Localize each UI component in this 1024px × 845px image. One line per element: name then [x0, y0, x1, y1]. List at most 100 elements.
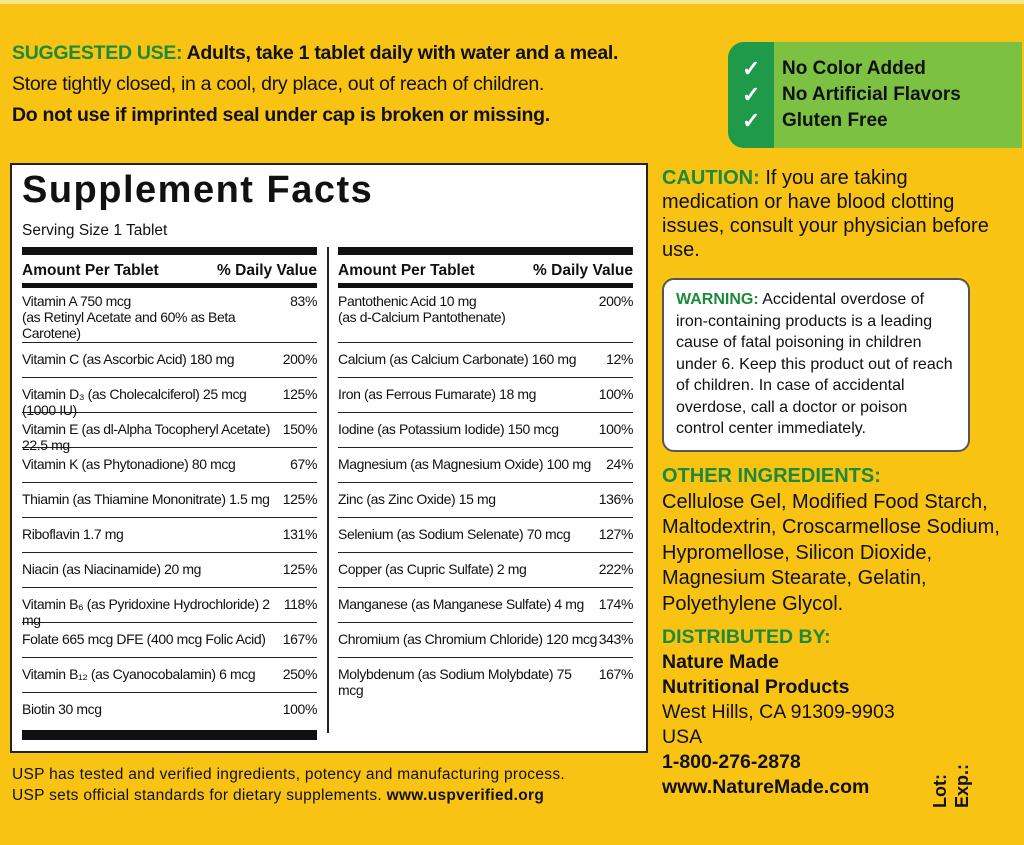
nutrient-name: Biotin 30 mcg: [22, 701, 102, 717]
nutrient-row: Iodine (as Potassium Iodide) 150 mcg 100%: [338, 413, 633, 448]
nutrient-name: Riboflavin 1.7 mg: [22, 526, 124, 542]
usp-line-2: USP sets official standards for dietary …: [12, 787, 387, 804]
nutrient-dv: 125%: [282, 386, 318, 402]
supplement-facts-panel: Supplement Facts Serving Size 1 Tablet A…: [10, 163, 648, 753]
nutrient-dv: 167%: [598, 666, 634, 682]
nutrient-name: Vitamin B₆ (as Pyridoxine Hydrochloride)…: [22, 596, 270, 628]
nutrient-name: Vitamin E (as dl-Alpha Tocopheryl Acetat…: [22, 421, 271, 453]
nutrient-dv: 24%: [606, 456, 633, 472]
nutrient-dv: 100%: [598, 386, 634, 402]
checkmark-icon: ✓: [742, 56, 761, 81]
nutrient-row: Vitamin B₁₂ (as Cyanocobalamin) 6 mcg 250…: [22, 658, 317, 693]
nutrient-name: Vitamin C (as Ascorbic Acid) 180 mg: [22, 351, 235, 367]
header-dv: % Daily Value: [217, 262, 317, 279]
nutrient-dv: 131%: [282, 526, 318, 542]
nutrient-dv: 200%: [598, 293, 634, 309]
nutrient-row: Folate 665 mcg DFE (400 mcg Folic Acid) 1…: [22, 623, 317, 658]
facts-title: Supplement Facts: [22, 169, 374, 211]
nutrient-row: Copper (as Cupric Sulfate) 2 mg 222%: [338, 553, 633, 588]
nutrient-name: Folate 665 mcg DFE (400 mcg Folic Acid): [22, 631, 266, 647]
claim-item: ✓ Gluten Free: [742, 108, 888, 133]
nutrient-row: Chromium (as Chromium Chloride) 120 mcg 3…: [338, 623, 633, 658]
nutrient-name: Vitamin A 750 mcg (as Retinyl Acetate and…: [22, 293, 236, 341]
nutrient-dv: 127%: [598, 526, 634, 542]
nutrient-name: Chromium (as Chromium Chloride) 120 mcg: [338, 631, 598, 647]
checkmark-icon: ✓: [742, 108, 761, 133]
nutrient-row: Iron (as Ferrous Fumarate) 18 mg 100%: [338, 378, 633, 413]
nutrient-row: Vitamin C (as Ascorbic Acid) 180 mg 200%: [22, 343, 317, 378]
nutrient-name: Molybdenum (as Sodium Molybdate) 75 mcg: [338, 666, 572, 698]
seal-warning: Do not use if imprinted seal under cap i…: [12, 104, 550, 126]
serving-size: Serving Size 1 Tablet: [22, 222, 168, 239]
usp-url: www.uspverified.org: [386, 787, 545, 804]
usp-statement: USP has tested and verified ingredients,…: [12, 764, 565, 806]
facts-column-right: Amount Per Tablet % Daily Value Pantothen…: [338, 247, 634, 698]
nutrient-row: Vitamin D₃ (as Cholecalciferol) 25 mcg (…: [22, 378, 318, 418]
nutrient-row: Vitamin B₆ (as Pyridoxine Hydrochloride)…: [22, 588, 318, 628]
nutrient-dv: 100%: [282, 701, 318, 717]
other-ingredients: OTHER INGREDIENTS: Cellulose Gel, Modifi…: [662, 465, 1000, 615]
facts-column-left: Amount Per Tablet % Daily Value Vitamin A…: [22, 247, 317, 740]
nutrient-name: Magnesium (as Magnesium Oxide) 100 mg: [338, 456, 591, 472]
nutrient-dv: 200%: [282, 351, 318, 367]
nutrient-name: Iodine (as Potassium Iodide) 150 mcg: [338, 421, 559, 437]
header-dv: % Daily Value: [533, 262, 633, 279]
nutrient-row: Niacin (as Niacinamide) 20 mg 125%: [22, 553, 317, 588]
nutrient-row: Vitamin K (as Phytonadione) 80 mcg 67%: [22, 448, 317, 483]
nutrient-name: Calcium (as Calcium Carbonate) 160 mg: [338, 351, 577, 367]
header-amount: Amount Per Tablet: [338, 262, 475, 279]
nutrient-dv: 118%: [283, 596, 318, 612]
nutrient-name: Vitamin B₁₂ (as Cyanocobalamin) 6 mcg: [22, 666, 256, 682]
exp-label: Exp.:: [952, 763, 972, 808]
nutrient-name: Zinc (as Zinc Oxide) 15 mg: [338, 491, 496, 507]
column-divider: [327, 247, 329, 733]
lot-exp: Lot: Exp.:: [930, 764, 974, 808]
nutrient-name: Manganese (as Manganese Sulfate) 4 mg: [338, 596, 584, 612]
nutrient-dv: 174%: [598, 596, 634, 612]
lot-label: Lot:: [930, 774, 950, 808]
nutrient-row: Biotin 30 mcg 100%: [22, 693, 317, 728]
nutrient-name: Pantothenic Acid 10 mg (as d-Calcium Pant…: [338, 293, 506, 325]
claims-badge: ✓ No Color Added ✓ No Artificial Flavors ✓…: [728, 42, 1022, 148]
nutrient-row: Riboflavin 1.7 mg 131%: [22, 518, 317, 553]
nutrient-row: Selenium (as Sodium Selenate) 70 mcg 127%: [338, 518, 633, 553]
claim-item: ✓ No Color Added: [742, 56, 926, 81]
nutrient-name: Niacin (as Niacinamide) 20 mg: [22, 561, 202, 577]
nutrient-dv: 67%: [290, 456, 317, 472]
nutrient-dv: 125%: [282, 491, 318, 507]
nutrient-row: Pantothenic Acid 10 mg (as d-Calcium Pant…: [338, 288, 633, 343]
header-amount: Amount Per Tablet: [22, 262, 159, 279]
nutrient-dv: 150%: [282, 421, 318, 437]
caution: CAUTION: If you are taking medication or…: [662, 167, 989, 261]
nutrient-row: Magnesium (as Magnesium Oxide) 100 mg 24%: [338, 448, 633, 483]
nutrient-name: Thiamin (as Thiamine Mononitrate) 1.5 mg: [22, 491, 270, 507]
nutrient-dv: 343%: [598, 631, 634, 647]
nutrient-row: Thiamin (as Thiamine Mononitrate) 1.5 mg…: [22, 483, 317, 518]
nutrient-row: Manganese (as Manganese Sulfate) 4 mg 174…: [338, 588, 633, 623]
suggested-use: SUGGESTED USE: Adults, take 1 tablet dai…: [12, 38, 618, 131]
nutrient-row: Calcium (as Calcium Carbonate) 160 mg 12%: [338, 343, 633, 378]
nutrient-name: Vitamin K (as Phytonadione) 80 mcg: [22, 456, 236, 472]
suggested-use-label: SUGGESTED USE:: [12, 42, 183, 64]
suggested-use-text: Adults, take 1 tablet daily with water a…: [182, 42, 619, 64]
nutrient-dv: 100%: [598, 421, 634, 437]
warning-box: WARNING: Accidental overdose of iron-con…: [662, 278, 970, 452]
checkmark-icon: ✓: [742, 82, 761, 107]
usp-line-1: USP has tested and verified ingredients,…: [12, 766, 565, 783]
nutrient-row: Zinc (as Zinc Oxide) 15 mg 136%: [338, 483, 633, 518]
claim-item: ✓ No Artificial Flavors: [742, 82, 961, 107]
nutrient-name: Iron (as Ferrous Fumarate) 18 mg: [338, 386, 537, 402]
storage-text: Store tightly closed, in a cool, dry pla…: [12, 73, 545, 95]
nutrient-name: Selenium (as Sodium Selenate) 70 mcg: [338, 526, 571, 542]
nutrient-name: Vitamin D₃ (as Cholecalciferol) 25 mcg (…: [22, 386, 247, 418]
nutrient-dv: 12%: [606, 351, 633, 367]
nutrient-dv: 222%: [598, 561, 634, 577]
nutrient-dv: 136%: [598, 491, 634, 507]
nutrient-dv: 83%: [290, 293, 317, 309]
nutrient-name: Copper (as Cupric Sulfate) 2 mg: [338, 561, 527, 577]
nutrient-row: Molybdenum (as Sodium Molybdate) 75 mcg 1…: [338, 658, 634, 698]
nutrient-row: Vitamin A 750 mcg (as Retinyl Acetate and…: [22, 288, 317, 343]
nutrient-row: Vitamin E (as dl-Alpha Tocopheryl Acetat…: [22, 413, 318, 453]
distributor: DISTRIBUTED BY: Nature Made Nutritional …: [662, 626, 895, 798]
nutrient-dv: 250%: [282, 666, 318, 682]
